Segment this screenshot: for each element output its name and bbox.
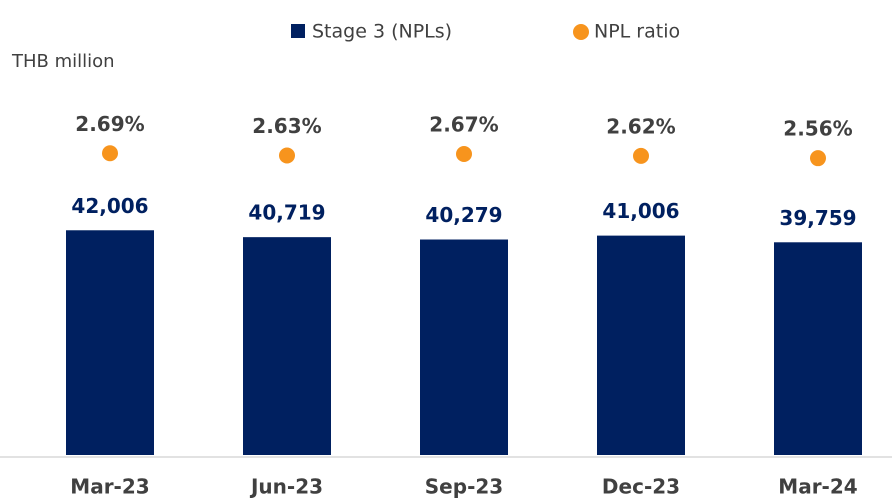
ratio-dot — [810, 150, 826, 167]
legend-swatch — [291, 24, 305, 38]
x-tick-label: Sep-23 — [425, 475, 503, 498]
ratio-dot — [102, 145, 118, 162]
x-tick-label: Mar-24 — [778, 475, 857, 498]
ratio-value-label: 2.69% — [75, 112, 144, 136]
legend-label: NPL ratio — [594, 21, 680, 43]
bar — [243, 237, 331, 455]
ratio-value-label: 2.67% — [429, 113, 498, 137]
x-tick-label: Jun-23 — [249, 475, 323, 498]
bar — [597, 235, 685, 455]
bar-value-label: 39,759 — [779, 206, 856, 230]
legend-swatch — [573, 24, 589, 40]
ratio-dot — [456, 146, 472, 163]
bar — [420, 239, 508, 455]
ratio-value-label: 2.56% — [783, 117, 852, 141]
x-tick-label: Dec-23 — [602, 475, 680, 498]
ratio-value-label: 2.62% — [606, 114, 675, 138]
bar-value-label: 40,279 — [425, 203, 502, 227]
ratio-value-label: 2.63% — [252, 114, 321, 138]
y-axis-label: THB million — [11, 51, 115, 72]
ratio-dot — [633, 147, 649, 164]
bar — [774, 242, 862, 455]
x-tick-label: Mar-23 — [70, 475, 149, 498]
bar-value-label: 41,006 — [602, 199, 679, 223]
ratio-dot — [279, 147, 295, 164]
legend-label: Stage 3 (NPLs) — [312, 21, 452, 43]
bar — [66, 230, 154, 455]
bar-value-label: 42,006 — [71, 194, 148, 218]
bar-value-label: 40,719 — [248, 201, 325, 225]
